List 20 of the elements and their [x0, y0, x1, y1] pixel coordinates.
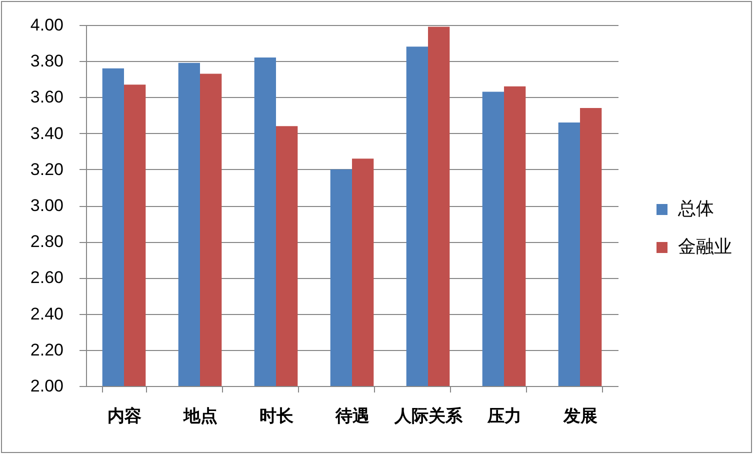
- x-tick-label: 发展: [562, 406, 598, 426]
- y-tick-label: 2.60: [30, 268, 64, 288]
- legend-label: 总体: [677, 198, 714, 218]
- x-tick-label: 时长: [260, 406, 294, 426]
- y-tick-label: 3.20: [30, 160, 64, 179]
- y-tick-label: 2.80: [30, 232, 64, 252]
- y-tick-label: 2.40: [30, 304, 64, 324]
- y-tick-label: 3.00: [30, 196, 64, 215]
- y-tick-label: 4.00: [30, 16, 64, 34]
- y-tick-label: 3.80: [30, 52, 64, 71]
- x-tick-label: 内容: [108, 406, 142, 426]
- y-tick-label: 2.20: [30, 340, 64, 360]
- x-tick-label: 压力: [486, 406, 522, 426]
- x-tick-label: 待遇: [334, 406, 370, 426]
- legend-label: 金融业: [678, 236, 732, 256]
- x-tick-label: 人际关系: [394, 406, 464, 426]
- y-tick-label: 3.60: [30, 88, 64, 107]
- y-tick-label: 2.00: [30, 376, 64, 396]
- y-tick-label: 3.40: [30, 124, 64, 143]
- x-tick-label: 地点: [182, 406, 218, 426]
